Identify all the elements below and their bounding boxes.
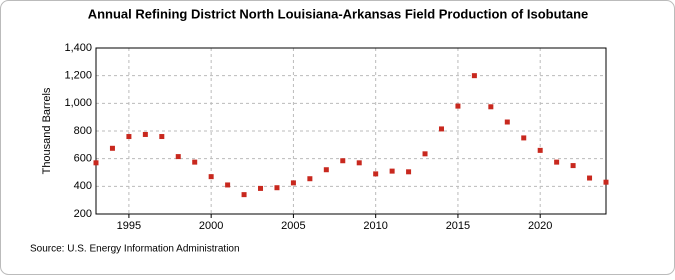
- x-tick-label: 2020: [528, 220, 552, 232]
- data-point: [422, 151, 428, 157]
- data-point: [109, 145, 115, 151]
- data-point: [554, 159, 560, 165]
- data-point: [504, 119, 510, 125]
- x-tick-label: 2005: [281, 220, 305, 232]
- plot-border: [95, 47, 607, 215]
- data-point: [455, 103, 461, 109]
- x-tick-label: 2000: [199, 220, 223, 232]
- y-tick-label: 200: [74, 208, 92, 220]
- x-tick-label: 2010: [363, 220, 387, 232]
- data-point: [126, 134, 132, 140]
- data-point: [274, 185, 280, 191]
- y-axis-label: Thousand Barrels: [41, 87, 53, 174]
- data-point: [323, 167, 329, 173]
- data-point: [225, 182, 231, 188]
- data-point: [142, 131, 148, 137]
- data-point: [175, 154, 181, 160]
- data-point: [290, 180, 296, 186]
- data-point: [93, 160, 99, 166]
- data-point: [406, 169, 412, 175]
- data-point: [192, 159, 198, 165]
- data-point: [373, 171, 379, 177]
- x-tick-label: 2015: [446, 220, 470, 232]
- x-tick-label: 1995: [117, 220, 141, 232]
- data-point: [471, 73, 477, 79]
- data-point: [258, 185, 264, 191]
- data-point: [521, 135, 527, 141]
- data-point: [603, 179, 609, 185]
- data-point: [438, 126, 444, 132]
- data-point: [356, 160, 362, 166]
- chart-title: Annual Refining District North Louisiana…: [88, 6, 589, 21]
- data-point: [241, 192, 247, 198]
- data-point: [570, 163, 576, 169]
- data-point: [537, 147, 543, 153]
- source-note: Source: U.S. Energy Information Administ…: [30, 244, 240, 255]
- data-point: [389, 168, 395, 174]
- y-tick-label: 800: [74, 125, 92, 137]
- y-tick-label: 1,000: [64, 97, 92, 109]
- data-point: [488, 104, 494, 110]
- data-point: [208, 174, 214, 180]
- y-tick-label: 1,400: [64, 42, 92, 54]
- data-point: [307, 176, 313, 182]
- y-tick-label: 1,200: [64, 70, 92, 82]
- data-point: [587, 175, 593, 181]
- y-tick-label: 400: [74, 180, 92, 192]
- data-point: [340, 158, 346, 164]
- data-point: [159, 134, 165, 140]
- y-tick-label: 600: [74, 153, 92, 165]
